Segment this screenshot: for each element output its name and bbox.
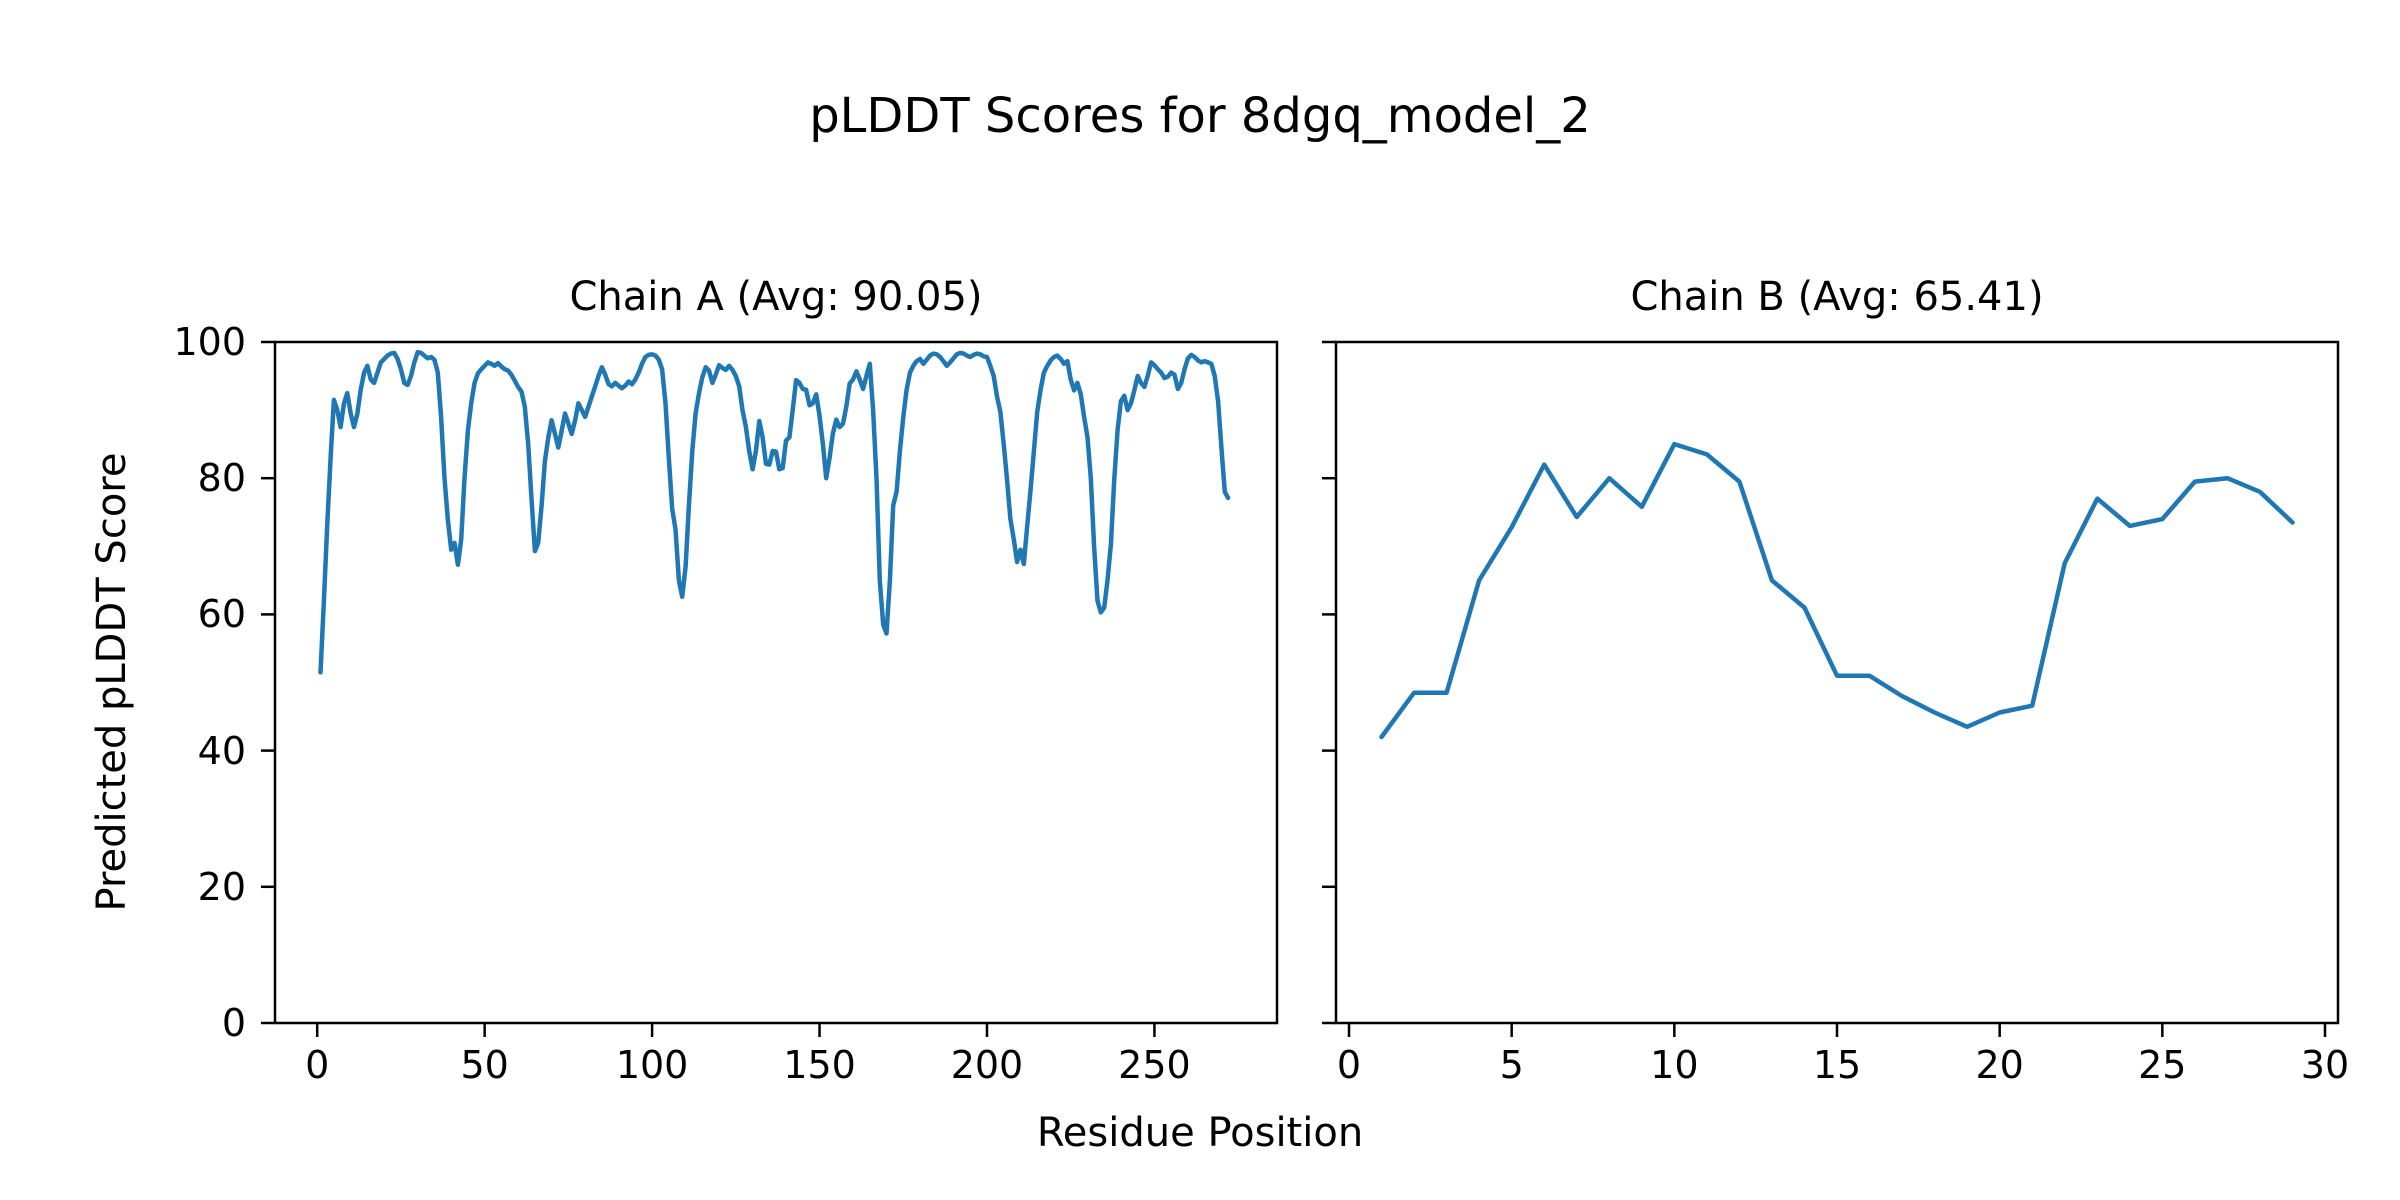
x-tick-label: 5	[1499, 1043, 1524, 1087]
y-tick-label: 20	[197, 864, 246, 909]
x-tick-label: 20	[1975, 1043, 2024, 1087]
x-tick-label: 150	[783, 1043, 856, 1087]
y-axis-label: Predicted pLDDT Score	[89, 452, 135, 912]
x-tick-label: 0	[305, 1043, 330, 1087]
y-tick-label: 60	[197, 592, 246, 637]
chain-b-line	[1379, 441, 2295, 740]
x-tick-label: 30	[2300, 1043, 2350, 1087]
axes-spines	[273, 340, 1279, 1025]
axes-spines	[1334, 340, 2340, 1025]
x-tick-label: 200	[950, 1043, 1024, 1087]
x-tick-label: 0	[1336, 1043, 1362, 1087]
x-tick-label: 10	[1650, 1043, 1699, 1087]
x-tick-label: 100	[615, 1043, 689, 1087]
figure-title: pLDDT Scores for 8dgq_model_2	[809, 88, 1591, 144]
chain-a-line	[318, 349, 1231, 675]
x-axis-label: Residue Position	[1036, 1110, 1364, 1156]
subplot-a-axes	[261, 340, 1279, 1037]
x-tick-label: 25	[2138, 1043, 2187, 1087]
subplot-b-title: Chain B (Avg: 65.41)	[1630, 274, 2044, 320]
subplot-b-axes	[1322, 340, 2340, 1037]
y-tick-label: 40	[197, 728, 246, 773]
y-tick-label: 100	[173, 320, 246, 364]
x-tick-label: 50	[460, 1043, 509, 1087]
y-tick-label: 0	[221, 1001, 246, 1045]
x-tick-label: 250	[1118, 1043, 1191, 1087]
x-tick-label: 15	[1812, 1043, 1862, 1087]
y-tick-label: 80	[197, 456, 246, 501]
subplot-a-title: Chain A (Avg: 90.05)	[569, 274, 983, 320]
